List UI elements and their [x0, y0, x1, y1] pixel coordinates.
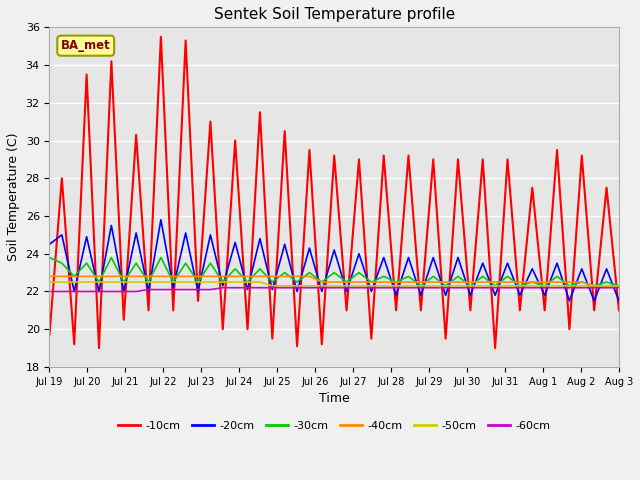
Legend: -10cm, -20cm, -30cm, -40cm, -50cm, -60cm: -10cm, -20cm, -30cm, -40cm, -50cm, -60cm: [113, 417, 555, 435]
Title: Sentek Soil Temperature profile: Sentek Soil Temperature profile: [214, 7, 455, 22]
Y-axis label: Soil Temperature (C): Soil Temperature (C): [7, 133, 20, 262]
Text: BA_met: BA_met: [61, 39, 111, 52]
X-axis label: Time: Time: [319, 392, 349, 405]
